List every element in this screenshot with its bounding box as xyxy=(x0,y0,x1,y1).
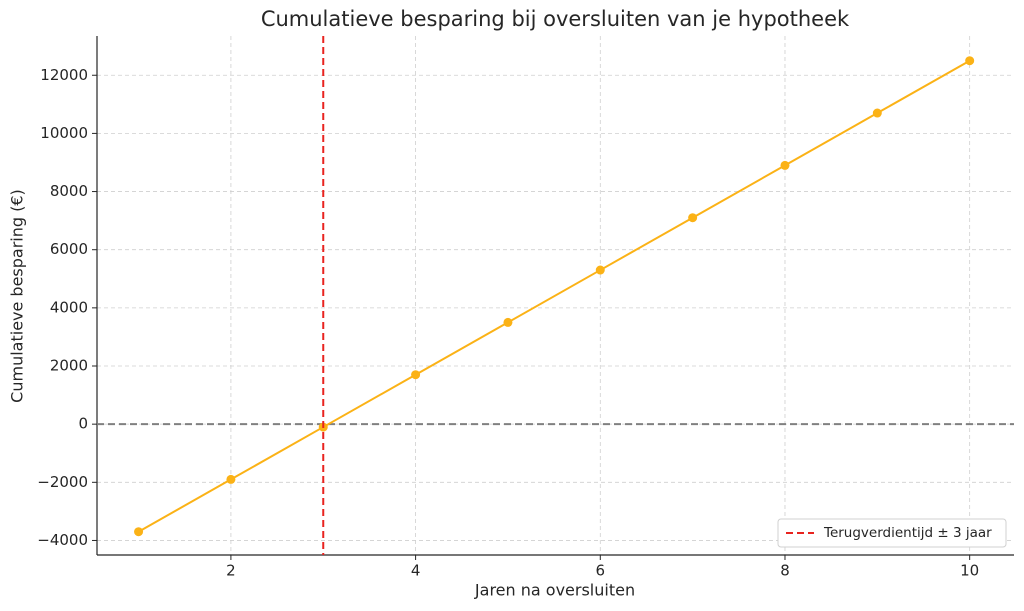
data-point xyxy=(503,317,513,327)
data-point xyxy=(411,370,421,380)
legend-label: Terugverdientijd ± 3 jaar xyxy=(823,525,992,541)
x-axis-label: Jaren na oversluiten xyxy=(474,581,635,600)
chart-title: Cumulatieve besparing bij oversluiten va… xyxy=(261,7,850,31)
data-point xyxy=(688,213,698,223)
data-point xyxy=(872,108,882,118)
y-tick-label: 8000 xyxy=(50,182,88,200)
y-tick-label: 0 xyxy=(78,415,88,433)
y-tick-label: −4000 xyxy=(37,531,88,549)
data-point xyxy=(595,265,605,275)
x-tick-label: 8 xyxy=(780,562,790,580)
x-tick-label: 6 xyxy=(596,562,606,580)
y-tick-label: 10000 xyxy=(40,124,88,142)
data-point xyxy=(134,527,144,537)
y-tick-label: −2000 xyxy=(37,473,88,491)
y-axis-label: Cumulatieve besparing (€) xyxy=(8,189,27,403)
x-tick-label: 10 xyxy=(960,562,979,580)
data-point xyxy=(780,160,790,170)
legend-box xyxy=(777,518,1007,548)
y-tick-label: 2000 xyxy=(50,357,88,375)
x-tick-label: 2 xyxy=(226,562,236,580)
data-line xyxy=(138,59,971,533)
x-tick-label: 4 xyxy=(411,562,421,580)
y-tick-label: 6000 xyxy=(50,240,88,258)
data-point xyxy=(226,474,236,484)
y-tick-label: 12000 xyxy=(40,66,88,84)
data-point xyxy=(965,56,975,66)
y-tick-label: 4000 xyxy=(50,298,88,316)
